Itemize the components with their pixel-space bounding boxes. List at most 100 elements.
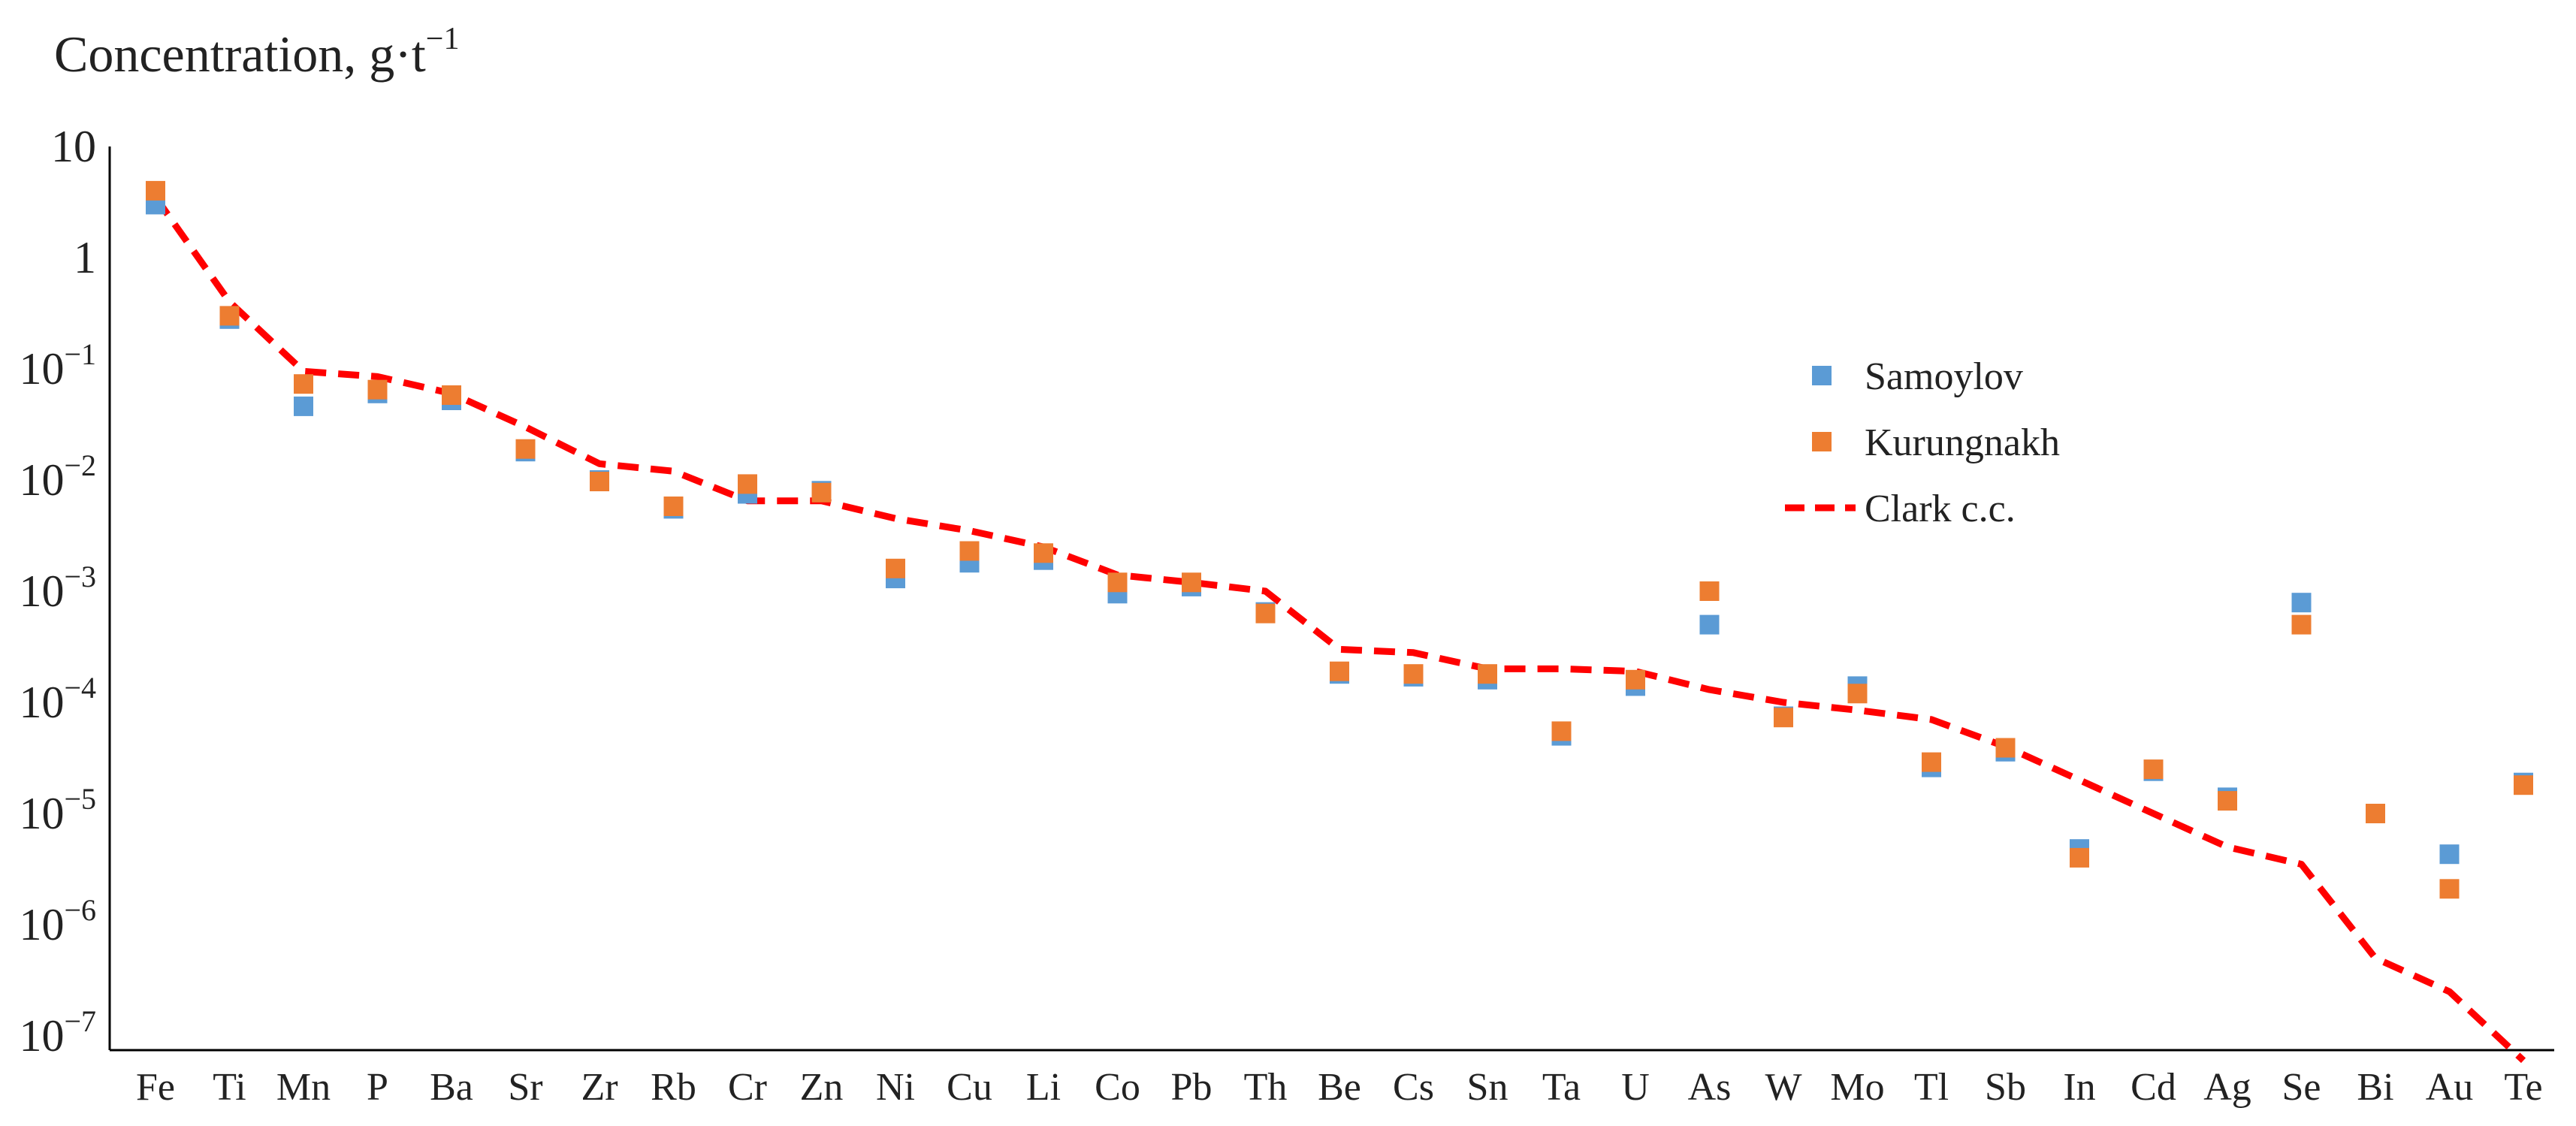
x-tick-label: Mn <box>276 1066 331 1109</box>
data-point <box>2070 847 2089 868</box>
y-tick-base: 10 <box>19 566 64 616</box>
legend-marker <box>1812 366 1832 385</box>
y-tick-exponent: −3 <box>64 560 96 593</box>
data-point <box>1699 614 1720 635</box>
y-tick-exponent: −7 <box>64 1004 96 1038</box>
data-point <box>738 474 757 494</box>
series-layer <box>146 180 2533 1064</box>
y-tick-exponent: −4 <box>64 671 96 705</box>
x-tick-label: Ni <box>876 1066 915 1109</box>
legend-label: Samoylov <box>1865 355 2023 398</box>
data-point <box>1847 684 1868 704</box>
data-point <box>1478 664 1497 684</box>
x-tick-label: Cs <box>1393 1066 1434 1109</box>
data-point <box>2366 804 2385 823</box>
data-point <box>1774 708 1793 728</box>
data-point <box>1922 752 1941 772</box>
x-tick-label: Be <box>1318 1066 1361 1109</box>
y-tick-label: 10−6 <box>19 893 96 949</box>
y-tick-exponent: −2 <box>64 448 96 482</box>
series-kurungnakh <box>146 180 2533 899</box>
data-point <box>219 306 240 326</box>
data-point <box>1403 664 1424 684</box>
y-tick-label: 1 <box>74 233 96 282</box>
y-tick-label: 10−5 <box>19 782 96 838</box>
data-point <box>1330 661 1349 681</box>
x-tick-label: Rb <box>651 1066 696 1109</box>
x-tick-label: Sr <box>508 1066 542 1109</box>
x-tick-label: Cu <box>947 1066 992 1109</box>
x-tick-label: Mo <box>1830 1066 1884 1109</box>
y-tick-base: 10 <box>19 678 64 727</box>
series-samoylov <box>146 195 2533 865</box>
x-tick-label: Zr <box>581 1066 618 1109</box>
x-tick-label: Ag <box>2203 1066 2251 1109</box>
x-tick-label: Fe <box>136 1066 175 1109</box>
legend-marker <box>1812 432 1832 451</box>
y-tick-base: 10 <box>51 122 96 171</box>
y-tick-base: 10 <box>19 344 64 394</box>
x-tick-label: Li <box>1026 1066 1061 1109</box>
data-point <box>2439 844 2460 865</box>
data-point <box>367 379 388 400</box>
y-tick-exponent: −5 <box>64 782 96 816</box>
x-tick-label: Bi <box>2357 1066 2393 1109</box>
data-point <box>146 180 165 201</box>
y-tick-base: 10 <box>19 900 64 949</box>
data-point <box>1107 572 1128 593</box>
data-point <box>1255 603 1276 623</box>
x-tick-label: Ta <box>1542 1066 1581 1109</box>
x-tick-label: W <box>1765 1066 1801 1109</box>
y-tick-label: 10−4 <box>19 671 96 727</box>
data-point <box>811 482 832 503</box>
x-tick-label: Tl <box>1914 1066 1949 1109</box>
data-point <box>2514 775 2533 795</box>
data-point <box>1182 572 1201 593</box>
x-tick-label: Pb <box>1171 1066 1213 1109</box>
data-point <box>1551 721 1572 741</box>
y-tick-label: 10−2 <box>19 448 96 505</box>
data-point <box>1995 738 2016 758</box>
data-point <box>2143 759 2164 780</box>
data-point <box>2291 593 2312 613</box>
y-tick-label: 10−7 <box>19 1004 96 1061</box>
x-tick-label: Au <box>2426 1066 2474 1109</box>
x-tick-label: Ti <box>213 1066 246 1109</box>
y-tick-label: 10−3 <box>19 560 96 616</box>
data-point <box>959 541 980 561</box>
data-point <box>2291 614 2312 635</box>
data-point <box>294 396 313 416</box>
x-tick-label: Cr <box>728 1066 767 1109</box>
x-tick-label: Sb <box>1985 1066 2026 1109</box>
x-tick-label: As <box>1688 1066 1732 1109</box>
y-tick-label: 10 <box>51 122 96 171</box>
data-point <box>2218 791 2237 811</box>
y-tick-base: 1 <box>74 233 96 282</box>
x-tick-label: U <box>1621 1066 1650 1109</box>
x-tick-label: Co <box>1095 1066 1140 1109</box>
x-tick-label: Sn <box>1467 1066 1508 1109</box>
data-point <box>1699 581 1720 601</box>
series-line-clark <box>153 195 2526 1064</box>
data-point <box>515 439 536 459</box>
y-tick-base: 10 <box>19 789 64 838</box>
legend: Samoylov Kurungnakh Clark c.c. <box>1785 355 2060 530</box>
legend-label: Kurungnakh <box>1865 421 2060 464</box>
y-tick-exponent: −1 <box>64 337 96 371</box>
x-tick-label: Se <box>2282 1066 2321 1109</box>
y-axis-label: Concentration, g·t−1 <box>54 22 459 83</box>
x-tick-label: Th <box>1244 1066 1288 1109</box>
y-tick-label: 10−1 <box>19 337 96 394</box>
y-tick-base: 10 <box>19 1011 64 1061</box>
x-tick-label: P <box>367 1066 388 1109</box>
y-axis-label-text: Concentration, g·t <box>54 26 426 83</box>
x-tick-label: Cd <box>2131 1066 2176 1109</box>
x-tick-label: In <box>2063 1066 2095 1109</box>
x-tick-labels: Fe Ti Mn P Ba Sr Zr Rb Cr Zn Ni Cu Li Co Pb Th Be Cs Sn Ta U… <box>136 1066 2543 1109</box>
data-point <box>590 472 609 491</box>
y-tick-base: 10 <box>19 455 64 505</box>
y-tick-exponent: −6 <box>64 893 96 927</box>
